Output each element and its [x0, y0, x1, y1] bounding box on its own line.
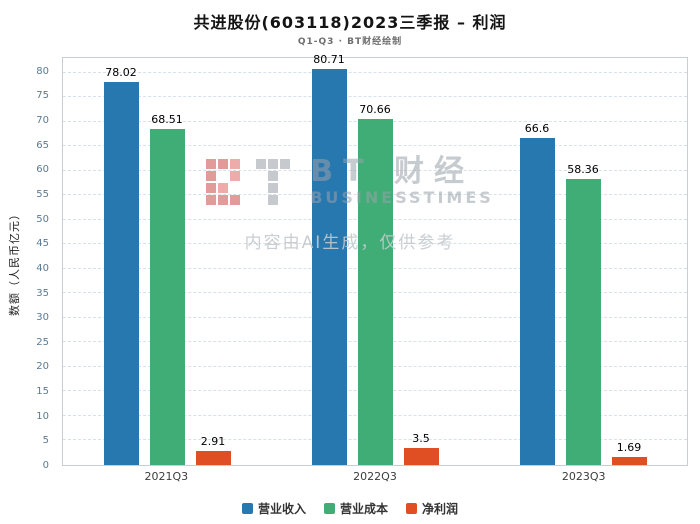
- y-tick-label: 5: [42, 435, 49, 447]
- legend: 营业收入 营业成本 净利润: [0, 500, 700, 517]
- y-axis: 0 5 10 15 20 25 30 35 40 45 50 55 60 65 70 75 80: [0, 57, 56, 471]
- y-tick-label: 70: [36, 115, 49, 127]
- bar[interactable]: 58.36: [565, 163, 601, 465]
- bar-value-label: 66.6: [524, 122, 550, 136]
- y-tick-label: 60: [36, 164, 49, 176]
- legend-swatch: [406, 503, 417, 514]
- legend-swatch: [323, 503, 335, 514]
- y-tick-label: 55: [36, 188, 49, 200]
- x-axis: 2021Q3 2022Q3 2023Q3: [62, 470, 688, 483]
- gridline: [63, 71, 687, 73]
- bar-value-label: 70.66: [359, 102, 391, 116]
- bar-slot: 70.66: [357, 58, 393, 465]
- bar-slot: 68.51: [149, 58, 185, 465]
- y-tick-label: 75: [36, 90, 49, 102]
- bar-value-label: 68.51: [151, 113, 183, 127]
- gridline: [63, 96, 687, 98]
- bar-value-label: 78.02: [105, 66, 137, 80]
- bar-slot: 78.02: [103, 58, 139, 465]
- y-tick-label: 50: [36, 213, 49, 225]
- legend-item[interactable]: 营业成本: [323, 500, 388, 517]
- bar[interactable]: 2.91: [195, 435, 231, 465]
- bar[interactable]: 70.66: [357, 103, 393, 465]
- chart-title: 共进股份(603118)2023三季报 – 利润: [193, 13, 507, 32]
- y-tick-label: 20: [36, 361, 49, 373]
- bar[interactable]: 68.51: [149, 113, 185, 465]
- y-tick-label: 35: [36, 287, 49, 299]
- legend-label: 净利润: [422, 502, 459, 516]
- plot-area: 78.02 68.51 2.91 80.71 70.66 3.5 66.6 58.36 1.69: [62, 53, 688, 466]
- legend-label: 营业收入: [257, 502, 306, 516]
- bar[interactable]: 78.02: [103, 66, 139, 465]
- bar-group: 66.6 58.36 1.69: [519, 58, 647, 465]
- bar-group: 80.71 70.66 3.5: [311, 53, 439, 465]
- bar-groups: 78.02 68.51 2.91 80.71 70.66 3.5 66.6 58.36 1.69: [63, 53, 687, 465]
- y-tick-label: 10: [36, 410, 49, 422]
- legend-item[interactable]: 净利润: [406, 500, 458, 517]
- bar[interactable]: 80.71: [311, 53, 347, 465]
- bar-slot: 80.71: [311, 53, 347, 465]
- bar[interactable]: 1.69: [611, 441, 647, 465]
- legend-label: 营业成本: [339, 502, 388, 516]
- y-tick-label: 15: [36, 386, 49, 398]
- bar[interactable]: 66.6: [519, 122, 555, 465]
- y-tick-label: 40: [36, 262, 49, 274]
- bar-slot: 3.5: [403, 58, 439, 465]
- bar-slot: 1.69: [611, 58, 647, 465]
- bar[interactable]: 3.5: [403, 432, 439, 465]
- bar-slot: 66.6: [519, 58, 555, 465]
- bar-value-label: 3.5: [412, 431, 430, 445]
- bar-value-label: 80.71: [313, 53, 345, 67]
- chart-subtitle: Q1-Q3 · BT财经绘制: [297, 37, 403, 47]
- x-tick-label: 2021Q3: [144, 470, 189, 483]
- y-tick-label: 65: [36, 139, 49, 151]
- y-tick-label: 30: [36, 312, 49, 324]
- x-tick-label: 2023Q3: [561, 470, 606, 483]
- bar-value-label: 1.69: [616, 440, 642, 454]
- bar-value-label: 58.36: [567, 162, 599, 176]
- bar-slot: 2.91: [195, 58, 231, 465]
- legend-item[interactable]: 营业收入: [241, 500, 306, 517]
- y-tick-label: 80: [36, 65, 49, 77]
- bar-slot: 58.36: [565, 58, 601, 465]
- bar-value-label: 2.91: [200, 434, 226, 448]
- y-tick-label: 0: [42, 460, 49, 471]
- legend-swatch: [241, 503, 253, 514]
- bar-group: 78.02 68.51 2.91: [103, 58, 231, 465]
- x-tick-label: 2022Q3: [353, 470, 397, 483]
- y-tick-label: 25: [36, 336, 49, 348]
- y-tick-label: 45: [36, 238, 49, 250]
